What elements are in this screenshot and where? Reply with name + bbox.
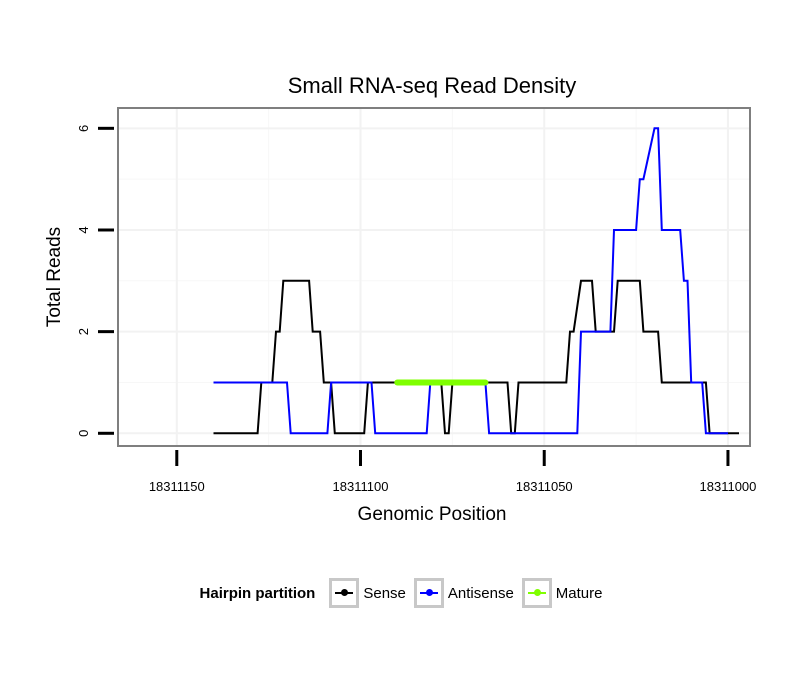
x-tick-label: 18311000 — [700, 479, 757, 494]
y-tick-label: 6 — [76, 125, 91, 132]
series-line-sense — [213, 279, 739, 435]
y-axis: 0 2 4 6 — [76, 125, 114, 437]
legend-point-antisense — [425, 589, 433, 596]
x-tick-label: 18311100 — [333, 479, 389, 494]
series-line-antisense — [213, 127, 728, 435]
x-tick-label: 18311050 — [516, 479, 573, 494]
x-axis: 18311150 18311100 18311050 18311000 — [149, 450, 757, 494]
legend-key-antisense — [413, 578, 444, 608]
legend-label-antisense: Antisense — [447, 584, 514, 602]
legend-item-antisense: Antisense — [413, 578, 518, 608]
grid — [118, 108, 750, 446]
plot-background — [118, 108, 750, 446]
legend-item-sense: Sense — [329, 578, 410, 608]
legend-point-mature — [533, 589, 541, 596]
x-tick-label: 18311150 — [149, 479, 205, 494]
legend-key-sense — [329, 578, 360, 608]
legend: Hairpin partition Sense Antisense Mature — [0, 578, 810, 608]
legend-key-mature — [521, 578, 552, 608]
plot-border — [117, 107, 751, 447]
x-axis-title: Genomic Position — [358, 504, 507, 525]
y-tick-label: 0 — [76, 430, 91, 437]
legend-item-mature: Mature — [521, 578, 607, 608]
legend-label-sense: Sense — [363, 584, 406, 602]
series-layer — [213, 127, 739, 435]
y-tick-label: 4 — [76, 226, 91, 233]
legend-title: Hairpin partition — [199, 584, 316, 602]
y-axis-title: Total Reads — [44, 227, 65, 327]
chart-title: Small RNA-seq Read Density — [288, 73, 577, 98]
legend-label-mature: Mature — [555, 584, 603, 602]
legend-point-sense — [341, 589, 349, 596]
y-tick-label: 2 — [76, 328, 91, 335]
